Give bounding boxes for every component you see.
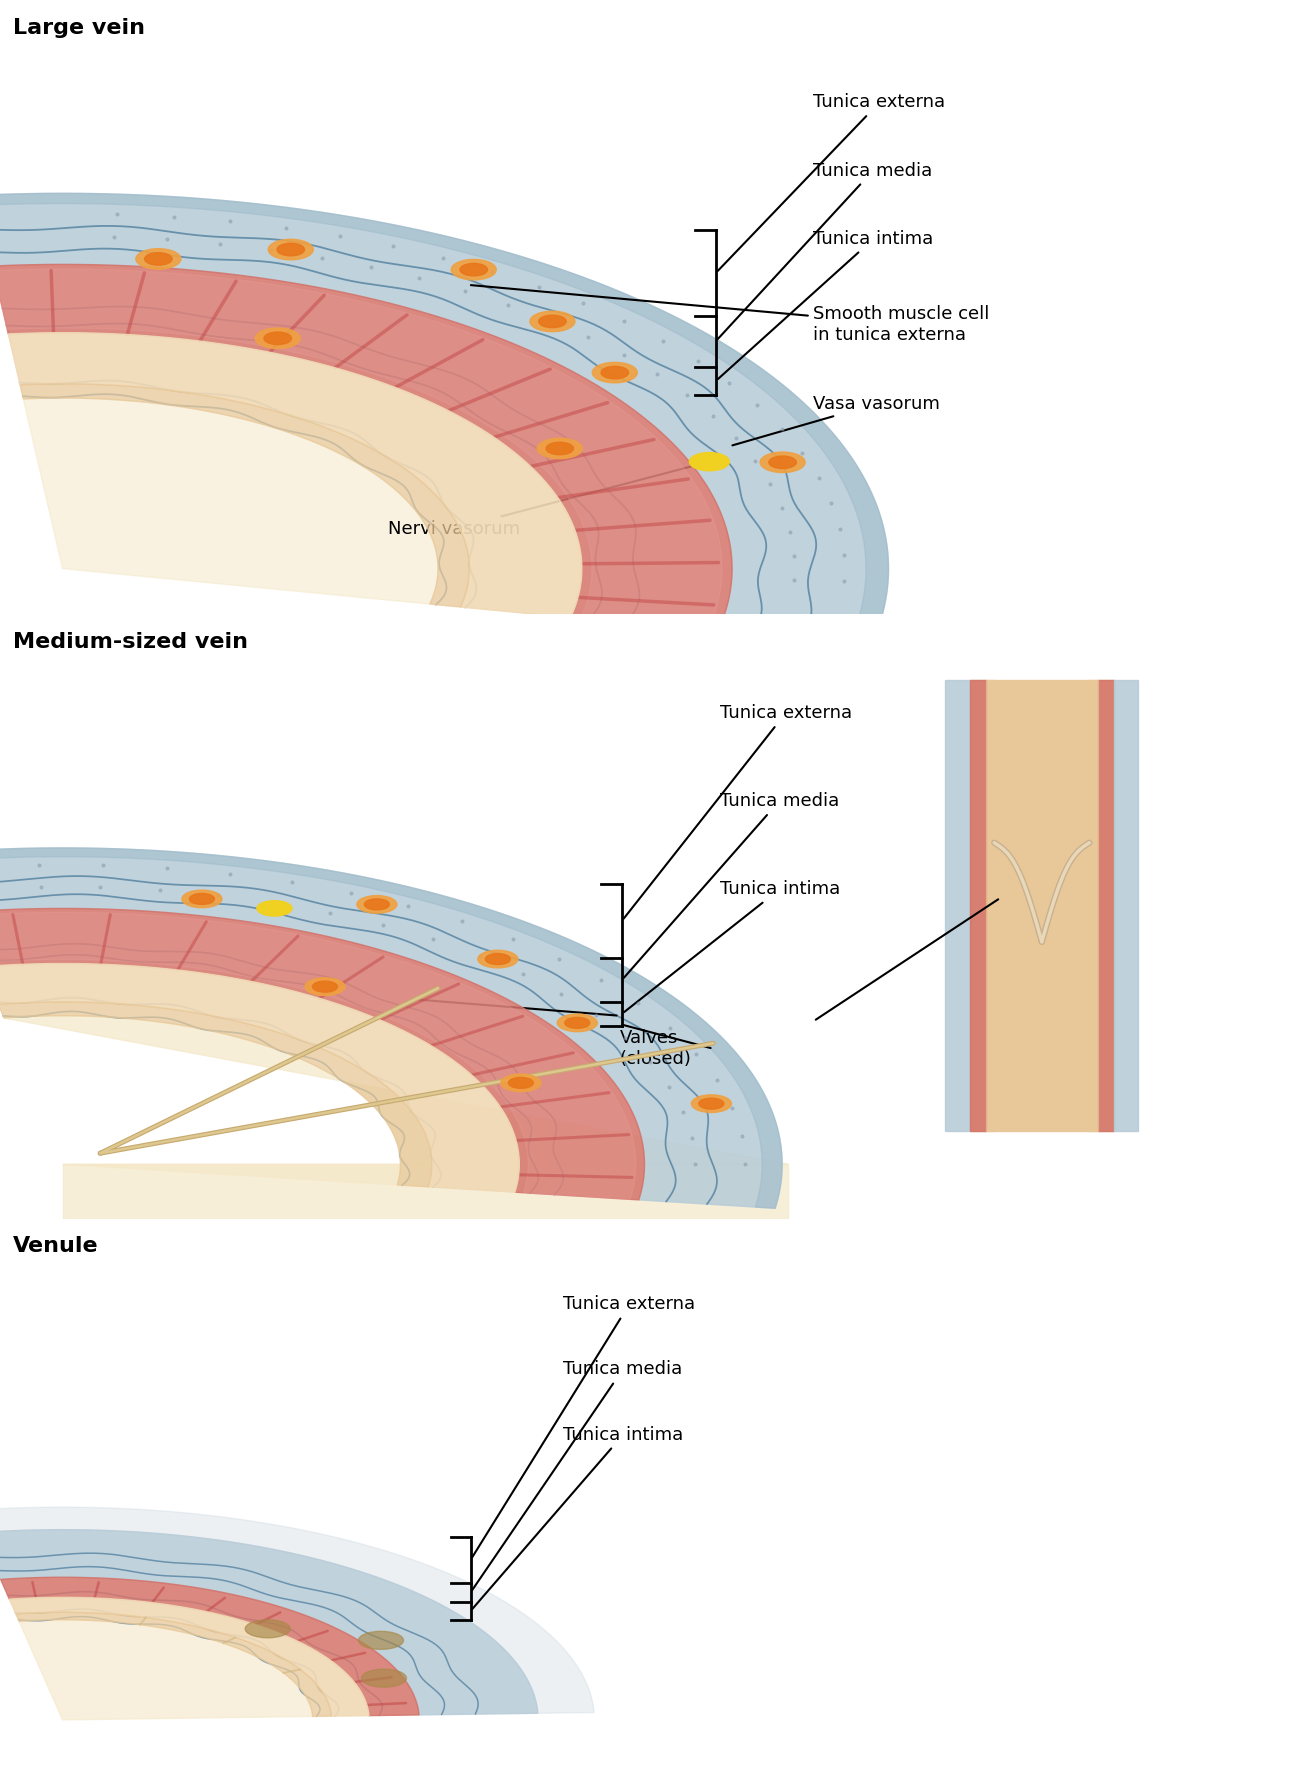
Polygon shape xyxy=(0,269,723,630)
Polygon shape xyxy=(0,1002,432,1187)
Polygon shape xyxy=(0,963,519,1193)
Text: Smooth muscle cell
in tunica externa: Smooth muscle cell in tunica externa xyxy=(470,285,989,344)
Circle shape xyxy=(485,954,510,965)
Circle shape xyxy=(357,895,397,913)
Circle shape xyxy=(769,456,796,468)
Polygon shape xyxy=(0,913,636,1200)
Polygon shape xyxy=(0,847,782,1209)
Bar xyxy=(1097,680,1114,1132)
Circle shape xyxy=(268,239,313,260)
Polygon shape xyxy=(9,1597,369,1716)
Bar xyxy=(946,680,970,1132)
Circle shape xyxy=(530,312,576,331)
Circle shape xyxy=(451,260,497,279)
Text: Large vein: Large vein xyxy=(13,18,145,39)
Text: Tunica intima: Tunica intima xyxy=(472,1426,683,1609)
Polygon shape xyxy=(0,847,782,1209)
Circle shape xyxy=(557,1015,598,1032)
Circle shape xyxy=(759,452,805,472)
Circle shape xyxy=(255,328,300,349)
Polygon shape xyxy=(0,1529,537,1714)
Polygon shape xyxy=(8,333,582,618)
Circle shape xyxy=(145,253,172,265)
Polygon shape xyxy=(0,194,888,646)
Polygon shape xyxy=(63,1164,788,1219)
Circle shape xyxy=(691,1095,732,1112)
Circle shape xyxy=(364,899,389,910)
Text: Tunica externa: Tunica externa xyxy=(472,1296,695,1558)
Text: Tunica media: Tunica media xyxy=(624,792,838,977)
Circle shape xyxy=(181,890,222,908)
Circle shape xyxy=(600,367,628,379)
Text: Medium-sized vein: Medium-sized vein xyxy=(13,632,248,651)
Circle shape xyxy=(539,315,566,328)
Circle shape xyxy=(699,1098,724,1109)
Circle shape xyxy=(246,1620,290,1638)
Circle shape xyxy=(313,981,338,991)
Circle shape xyxy=(565,1018,590,1029)
Bar xyxy=(1089,680,1097,1132)
Circle shape xyxy=(501,1073,541,1091)
Circle shape xyxy=(189,894,214,904)
Circle shape xyxy=(547,441,574,454)
Text: Tunica externa: Tunica externa xyxy=(717,93,946,271)
Circle shape xyxy=(258,901,292,917)
Text: Valves
(closed): Valves (closed) xyxy=(619,1029,691,1068)
Polygon shape xyxy=(24,399,438,603)
Circle shape xyxy=(690,452,729,470)
Circle shape xyxy=(460,263,487,276)
Circle shape xyxy=(361,1670,406,1687)
Text: Tunica intima: Tunica intima xyxy=(624,879,840,1013)
Circle shape xyxy=(509,1077,533,1088)
Circle shape xyxy=(537,438,582,459)
Circle shape xyxy=(593,363,637,383)
Circle shape xyxy=(277,244,305,256)
Text: Tunica media: Tunica media xyxy=(472,1360,682,1590)
Polygon shape xyxy=(0,265,732,632)
Polygon shape xyxy=(0,1508,594,1714)
Circle shape xyxy=(305,977,346,995)
Polygon shape xyxy=(0,908,644,1200)
Circle shape xyxy=(264,333,292,345)
Polygon shape xyxy=(16,1613,331,1716)
Circle shape xyxy=(135,249,181,269)
Text: Vasa vasorum: Vasa vasorum xyxy=(732,395,941,445)
Text: Tunica media: Tunica media xyxy=(717,162,933,340)
Polygon shape xyxy=(20,1620,313,1719)
Circle shape xyxy=(478,951,518,968)
Text: Venule: Venule xyxy=(13,1235,99,1257)
Text: Tunica intima: Tunica intima xyxy=(717,230,934,379)
Text: Nervi vasorum: Nervi vasorum xyxy=(388,463,707,538)
Bar xyxy=(1114,680,1138,1132)
Polygon shape xyxy=(20,384,469,607)
Circle shape xyxy=(359,1630,403,1650)
Bar xyxy=(986,680,995,1132)
Polygon shape xyxy=(0,194,888,646)
Text: Tunica externa: Tunica externa xyxy=(624,705,851,918)
Polygon shape xyxy=(0,1577,419,1716)
Bar xyxy=(970,680,1114,1132)
Bar xyxy=(970,680,986,1132)
Polygon shape xyxy=(4,1016,788,1185)
